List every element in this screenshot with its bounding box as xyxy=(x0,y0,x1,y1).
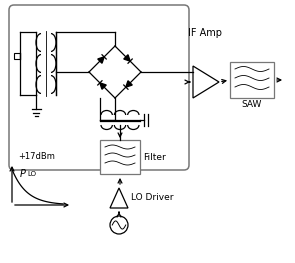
Bar xyxy=(100,140,140,174)
Circle shape xyxy=(110,216,128,234)
Text: LO Driver: LO Driver xyxy=(131,194,173,203)
Polygon shape xyxy=(124,55,130,61)
Text: LO: LO xyxy=(27,171,36,177)
Polygon shape xyxy=(100,83,106,89)
Text: SAW: SAW xyxy=(242,100,262,109)
Polygon shape xyxy=(126,81,132,87)
Text: IF Amp: IF Amp xyxy=(188,28,222,38)
Bar xyxy=(14,53,20,59)
Text: +17dBm: +17dBm xyxy=(18,152,55,161)
Polygon shape xyxy=(98,57,104,63)
Text: Filter: Filter xyxy=(143,153,166,161)
Text: P: P xyxy=(20,169,26,179)
Bar xyxy=(230,62,274,98)
